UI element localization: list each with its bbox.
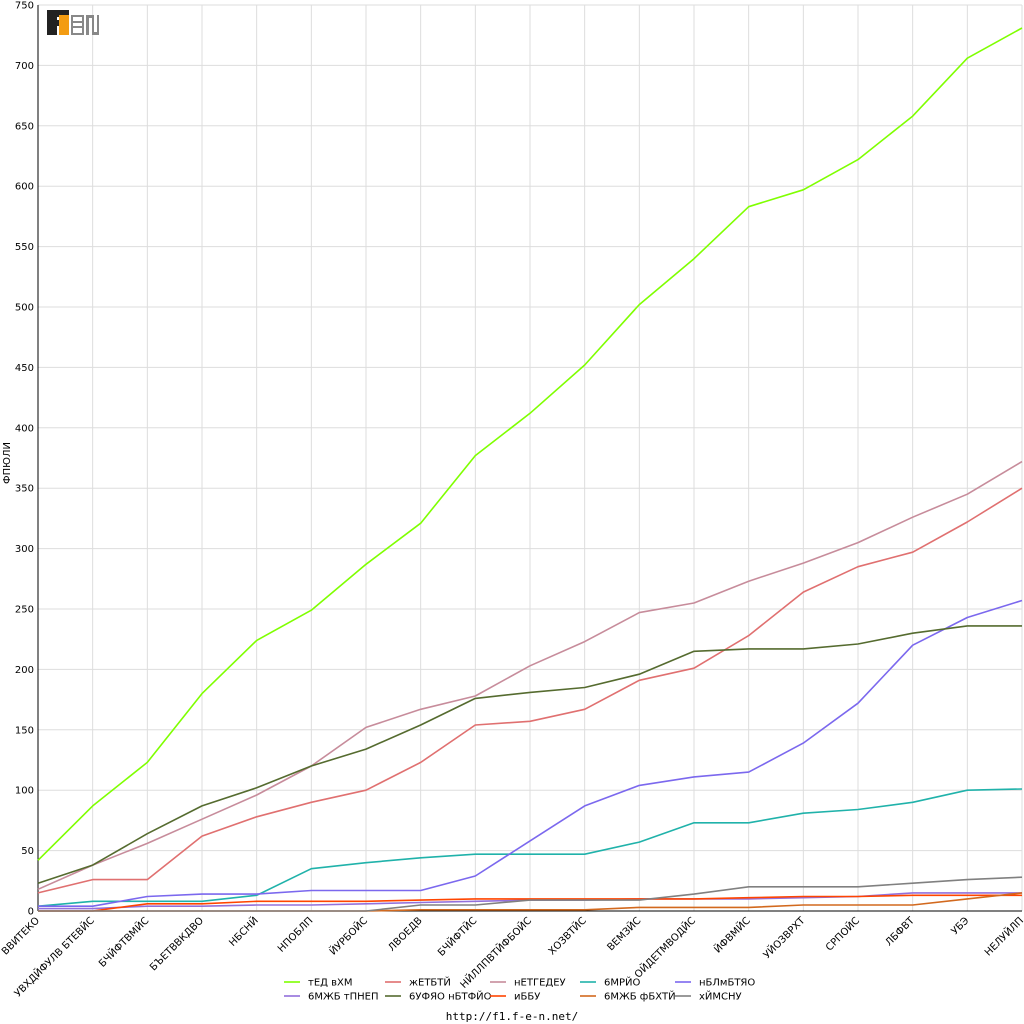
y-tick-label: 300 bbox=[15, 544, 34, 555]
series-line bbox=[37, 460, 1023, 891]
series-line bbox=[37, 625, 1022, 884]
y-tick-label: 500 bbox=[15, 303, 34, 314]
grid-lines bbox=[37, 4, 1023, 912]
legend-item: иББУ bbox=[514, 992, 540, 1003]
y-tick-labels: 0 50 100 150 200 250 300 350 400 450 500 550 600 650 7… bbox=[15, 1, 34, 918]
x-tick-label: УБЭ bbox=[950, 915, 972, 937]
y-tick-label: 550 bbox=[15, 242, 34, 253]
x-tick-label: НПОБЛП bbox=[276, 915, 315, 954]
legend-item: нЕТГЕДЕУ bbox=[514, 978, 566, 989]
footer-url: http://f1.f-e-n.net/ bbox=[445, 1010, 579, 1023]
y-tick-label: 700 bbox=[15, 61, 34, 72]
f1en-logo bbox=[47, 9, 99, 36]
y-tick-label: 650 bbox=[15, 121, 34, 132]
legend-item: 6МЖБ тПНЕП bbox=[308, 992, 379, 1003]
y-tick-label: 350 bbox=[15, 484, 34, 495]
legend-item: нБЛмБТЯО bbox=[699, 978, 755, 989]
series-line bbox=[38, 894, 1022, 912]
x-tick-label: ЙУРБОЙС bbox=[326, 914, 370, 958]
x-tick-label: ВЕМЗЙС bbox=[604, 914, 643, 953]
x-tick-label: ВВИТЕКО bbox=[0, 915, 42, 957]
y-axis-label: ФПЮЛИ bbox=[2, 442, 13, 484]
x-tick-label: СРПОЙС bbox=[823, 914, 863, 954]
y-tick-label: 250 bbox=[15, 605, 34, 616]
x-tick-label: БЧЙФТВМЙС bbox=[96, 914, 152, 970]
series-line bbox=[38, 599, 1023, 908]
x-tick-label: ЛБФВТ bbox=[884, 915, 918, 949]
x-tick-label: ХОЗВТЙС bbox=[545, 914, 589, 958]
series-lines bbox=[37, 27, 1023, 912]
series-line bbox=[37, 27, 1023, 861]
x-tick-label: ЛВОЕДВ bbox=[386, 915, 424, 953]
x-tick-label: БЪЕТВВКДВО bbox=[148, 915, 206, 973]
y-tick-label: 750 bbox=[15, 1, 34, 12]
legend-item: жЕТБТЙ bbox=[409, 976, 451, 989]
y-tick-label: 200 bbox=[15, 665, 34, 676]
legend-item: 6МЖБ фБХТЙ bbox=[604, 990, 676, 1003]
y-tick-label: 100 bbox=[15, 786, 34, 797]
legend-item: хЙМСНУ bbox=[699, 990, 742, 1003]
x-tick-label: УЙОЗВРХТ bbox=[760, 913, 808, 961]
legend: тЕД вХМ жЕТБТЙ нЕТГЕДЕУ 6МРЙО нБЛмБТЯО 6МЖБ т… bbox=[284, 976, 755, 1003]
y-tick-label: 50 bbox=[21, 846, 34, 857]
y-tick-label: 0 bbox=[28, 907, 34, 918]
series-line bbox=[38, 876, 1023, 912]
y-tick-label: 400 bbox=[15, 423, 34, 434]
y-tick-label: 150 bbox=[15, 725, 34, 736]
series-line bbox=[37, 487, 1023, 894]
series-line bbox=[37, 788, 1023, 907]
y-tick-label: 450 bbox=[15, 363, 34, 374]
x-tick-label: БЧЙФТЙС bbox=[435, 914, 480, 959]
x-tick-label: НБСНЙ bbox=[226, 914, 261, 949]
legend-item: 6МРЙО bbox=[604, 976, 641, 989]
x-tick-label: ЙФВМЙС bbox=[711, 914, 753, 956]
y-tick-label: 600 bbox=[15, 182, 34, 193]
legend-item: 6УФЯО нБТФЙО bbox=[409, 990, 492, 1003]
x-tick-label: НЕЛУЙЛП bbox=[982, 914, 1024, 959]
legend-item: тЕД вХМ bbox=[308, 978, 353, 989]
